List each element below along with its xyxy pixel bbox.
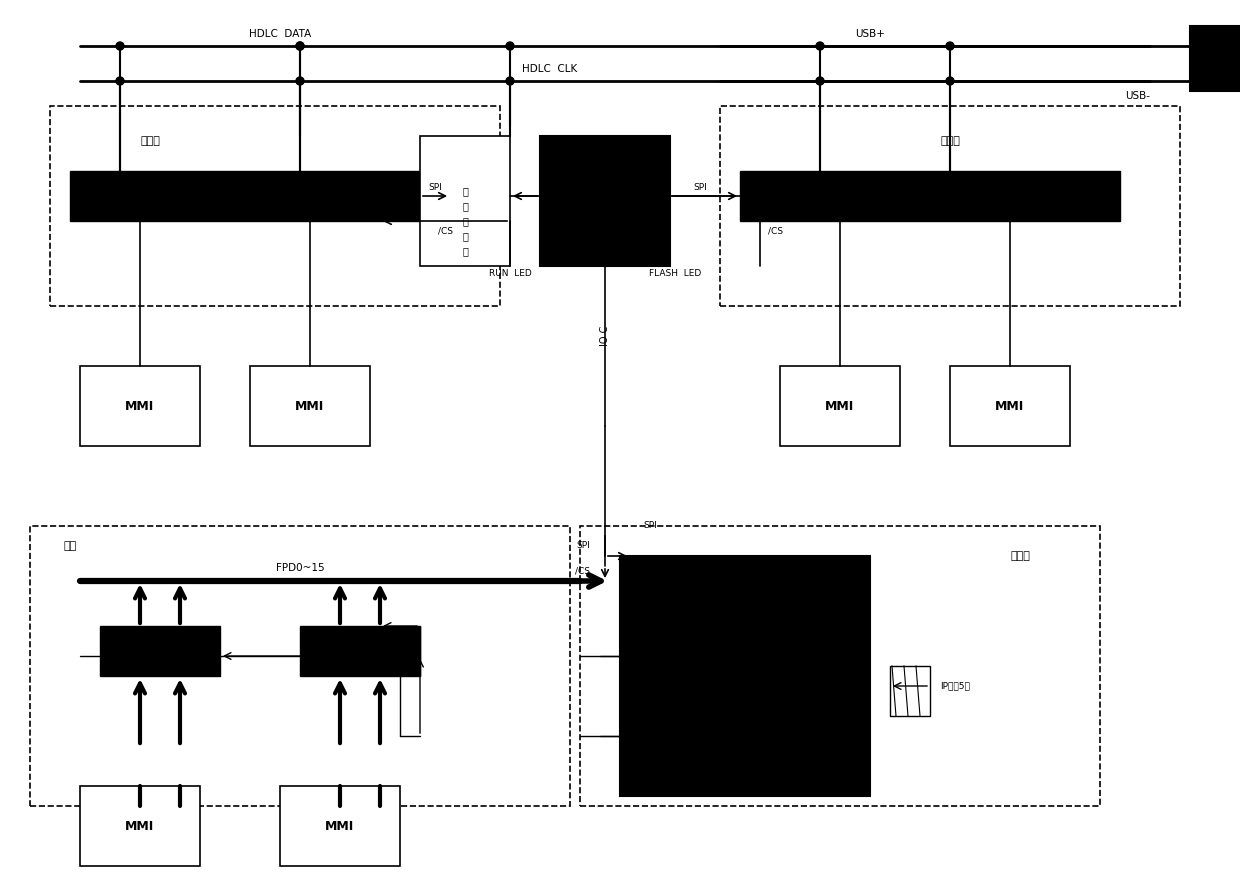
Text: HDLC  CLK: HDLC CLK	[522, 64, 578, 74]
Text: SPI: SPI	[644, 522, 657, 531]
Bar	[539, 136, 670, 266]
Text: MMI: MMI	[996, 400, 1024, 413]
Bar	[950, 366, 1070, 446]
Text: RUN  LED: RUN LED	[489, 269, 532, 278]
Circle shape	[946, 42, 954, 50]
Bar	[30, 526, 570, 806]
Text: FPD0~15: FPD0~15	[275, 563, 325, 573]
Bar	[81, 366, 200, 446]
Circle shape	[816, 42, 825, 50]
Text: MMI: MMI	[125, 820, 155, 833]
Bar	[1190, 26, 1240, 91]
Circle shape	[296, 42, 304, 50]
Circle shape	[117, 42, 124, 50]
Bar	[720, 106, 1180, 306]
Circle shape	[506, 42, 515, 50]
Bar	[250, 366, 370, 446]
Circle shape	[296, 77, 304, 85]
Bar	[50, 106, 500, 306]
Text: SPI: SPI	[577, 541, 590, 550]
Text: 选道6根: 选道6根	[660, 651, 682, 660]
Text: SPI: SPI	[428, 183, 441, 192]
Bar	[300, 626, 420, 676]
Circle shape	[506, 77, 515, 85]
Text: USB+: USB+	[856, 29, 885, 39]
Text: 单: 单	[463, 231, 467, 241]
Text: /CS: /CS	[768, 227, 782, 236]
Text: MMI: MMI	[125, 400, 155, 413]
Text: MMI: MMI	[325, 820, 355, 833]
Text: 切换板: 切换板	[140, 136, 160, 146]
Bar	[780, 366, 900, 446]
Text: 切换板: 切换板	[1011, 551, 1030, 561]
Circle shape	[296, 42, 304, 50]
Bar	[280, 786, 401, 866]
Text: MMI: MMI	[295, 400, 325, 413]
Text: MMI: MMI	[826, 400, 854, 413]
Text: FLASH  LED: FLASH LED	[649, 269, 701, 278]
Text: /CS: /CS	[438, 227, 453, 236]
Text: 转: 转	[463, 216, 467, 226]
Text: 分: 分	[463, 201, 467, 211]
Bar	[69, 171, 450, 221]
Bar	[420, 136, 510, 266]
Text: 背板: 背板	[63, 541, 77, 551]
Text: IP地址5根: IP地址5根	[940, 681, 970, 690]
Circle shape	[117, 77, 124, 85]
Text: SPI: SPI	[693, 183, 707, 192]
Text: HDLC  DATA: HDLC DATA	[249, 29, 311, 39]
Circle shape	[946, 77, 954, 85]
Bar	[100, 626, 219, 676]
Bar	[81, 786, 200, 866]
Text: 锁存1根: 锁存1根	[660, 732, 682, 741]
Bar	[580, 526, 1100, 806]
Text: 切换板: 切换板	[940, 136, 960, 146]
Bar	[740, 171, 1120, 221]
Text: 差: 差	[463, 186, 467, 196]
Text: 总线16根: 总线16根	[660, 566, 688, 576]
Circle shape	[816, 77, 825, 85]
Bar	[620, 556, 870, 796]
Bar	[890, 666, 930, 716]
Text: /CS: /CS	[632, 587, 647, 595]
Text: IO C: IO C	[600, 326, 610, 346]
Text: USB-: USB-	[1125, 91, 1149, 101]
Text: 端: 端	[463, 246, 467, 256]
Text: /CS: /CS	[575, 566, 590, 576]
